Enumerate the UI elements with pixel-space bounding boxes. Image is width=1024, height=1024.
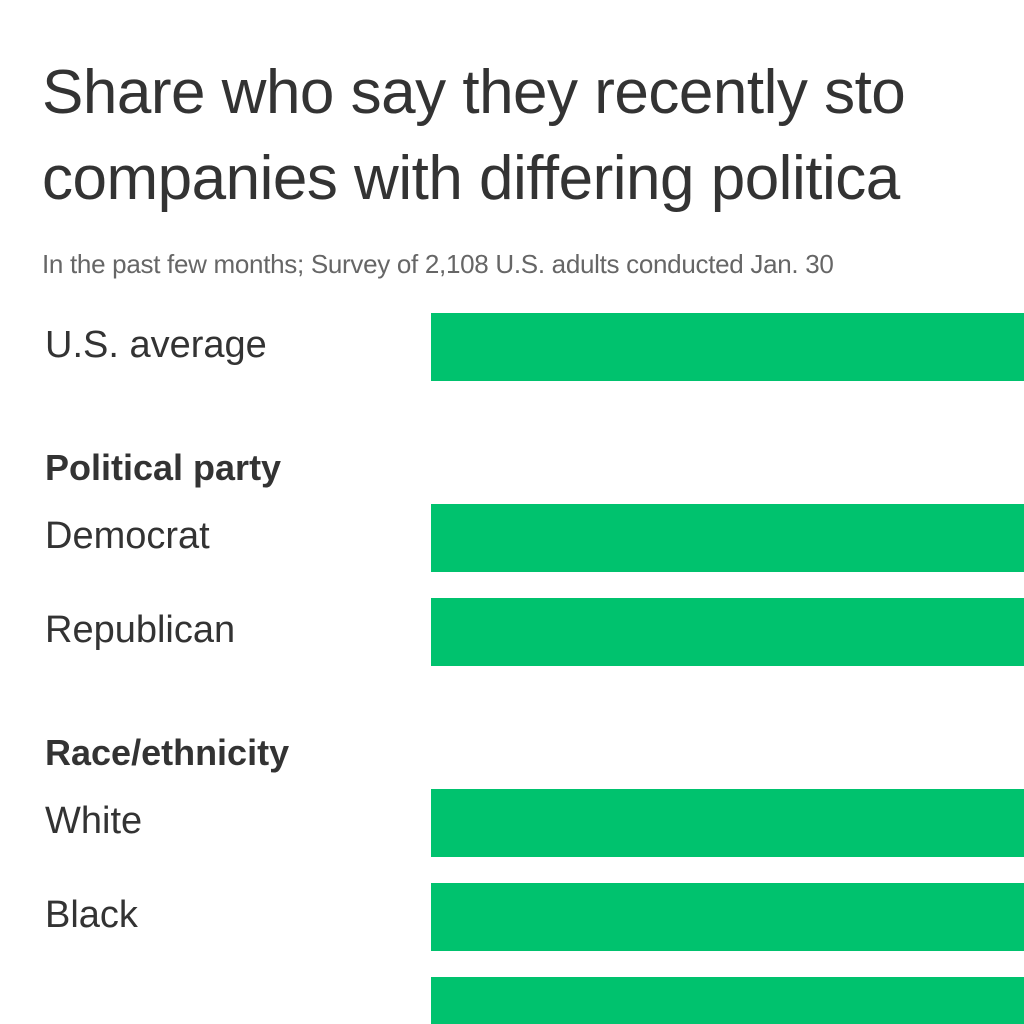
row-label-5: White [45, 800, 143, 842]
row-label-0: U.S. average [45, 324, 267, 366]
row-label-2: Democrat [45, 515, 210, 557]
bar-5 [431, 789, 1024, 857]
bar-2 [431, 504, 1024, 572]
bar-6 [431, 883, 1024, 951]
row-label-3: Republican [45, 609, 236, 651]
chart-title-line-2: companies with differing politica [42, 144, 900, 213]
chart-title-line-1: Share who say they recently sto [42, 58, 906, 127]
chart-subtitle: In the past few months; Survey of 2,108 … [42, 249, 834, 279]
bar-7 [431, 977, 1024, 1024]
chart-title: Share who say they recently sto companie… [42, 50, 1024, 222]
group-label-1: Political party [45, 447, 282, 488]
row-label-6: Black [45, 894, 138, 936]
group-label-4: Race/ethnicity [45, 732, 290, 773]
bar-0 [431, 313, 1024, 381]
bar-3 [431, 598, 1024, 666]
